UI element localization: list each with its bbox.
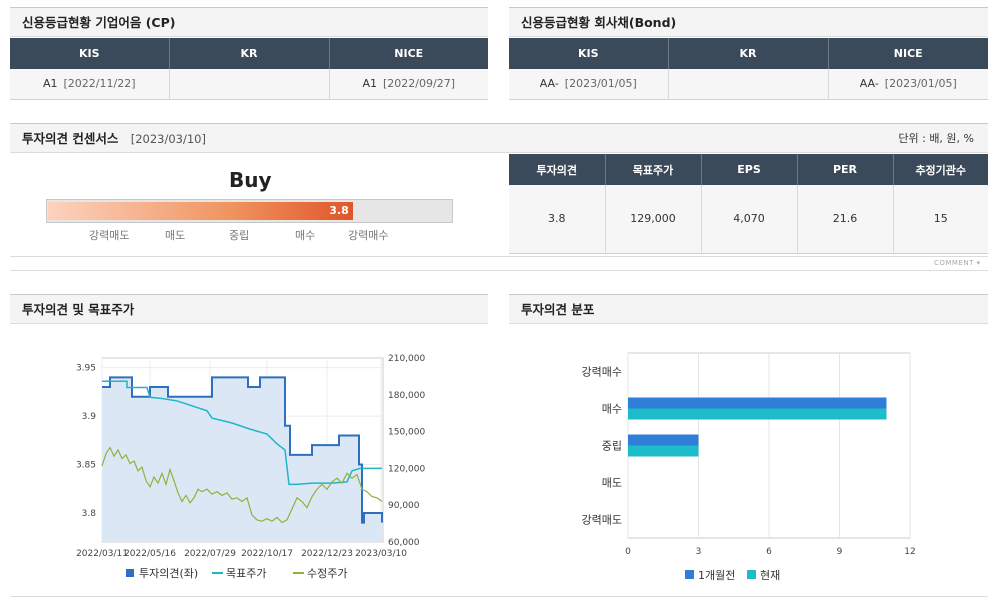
bond-kr-cell (668, 69, 829, 100)
legend-swatch-opinion (126, 569, 134, 577)
x-tick-label: 2023/03/10 (355, 549, 407, 559)
cp-title: 신용등급현황 기업어음 (CP) (22, 15, 176, 30)
scale-neutral: 중립 (229, 229, 250, 242)
table-row: AA- [2023/01/05] AA- [2023/01/05] (509, 69, 988, 100)
bond-rating-table: KIS KR NICE AA- [2023/01/05] AA- [2023/01/… (509, 38, 988, 100)
y-left-tick-label: 3.9 (82, 412, 97, 422)
chart1-title: 투자의견 및 목표주가 (22, 302, 135, 317)
table-header-row: KIS KR NICE (509, 38, 988, 69)
col-per: PER (797, 154, 894, 185)
bar (628, 408, 887, 420)
divider (10, 596, 988, 597)
bond-panel-title: 신용등급현황 회사채(Bond) (509, 7, 988, 37)
category-label: 강력매도 (582, 514, 622, 527)
category-label: 매수 (602, 403, 622, 416)
divider (10, 270, 988, 271)
y-right-tick-label: 120,000 (388, 464, 425, 474)
col-target-price: 목표주가 (605, 154, 702, 185)
consensus-table: 투자의견 목표주가 EPS PER 추정기관수 3.8 129,000 4,07… (509, 154, 988, 254)
unit-label: 단위 : 배, 원, % (898, 132, 974, 145)
cp-rating-table: KIS KR NICE A1 [2022/11/22] A1 [2022/09/27… (10, 38, 488, 100)
bar (628, 434, 699, 446)
y-left-tick-label: 3.95 (76, 364, 96, 374)
table-header-row: KIS KR NICE (10, 38, 488, 69)
legend-label-opinion: 투자의견(좌) (139, 567, 198, 580)
y-right-tick-label: 90,000 (388, 501, 420, 511)
bond-title: 신용등급현황 회사채(Bond) (521, 15, 677, 30)
per-value: 21.6 (797, 185, 894, 254)
col-opinion: 투자의견 (509, 154, 606, 185)
y-right-tick-label: 60,000 (388, 538, 420, 548)
scale-strong-sell: 강력매도 (89, 229, 130, 242)
col-nice: NICE (828, 38, 988, 69)
x-tick-label: 6 (766, 547, 772, 557)
opinion-area (102, 377, 382, 542)
opinion-value: 3.8 (509, 185, 606, 254)
x-tick-label: 2022/07/29 (184, 549, 236, 559)
table-row: A1 [2022/11/22] A1 [2022/09/27] (10, 69, 488, 100)
col-institutions: 추정기관수 (893, 154, 988, 185)
category-label: 강력매수 (582, 366, 622, 379)
opinion-distribution-panel-title: 투자의견 분포 (509, 294, 988, 324)
x-tick-label: 2022/12/23 (301, 549, 353, 559)
y-right-tick-label: 150,000 (388, 428, 425, 438)
gauge-fill: 3.8 (48, 202, 353, 220)
scale-strong-buy: 강력매수 (348, 229, 389, 242)
y-left-tick-label: 3.85 (76, 461, 96, 471)
legend-label: 현재 (760, 569, 780, 582)
target-price-value: 129,000 (605, 185, 702, 254)
col-eps: EPS (701, 154, 798, 185)
gauge-score: 3.8 (329, 204, 349, 217)
x-tick-label: 2022/10/17 (241, 549, 293, 559)
bar (628, 445, 699, 457)
col-kis: KIS (509, 38, 669, 69)
bond-kis-cell: AA- [2023/01/05] (509, 69, 669, 100)
x-tick-label: 2022/03/11 (76, 549, 128, 559)
x-tick-label: 2022/05/16 (124, 549, 176, 559)
x-tick-label: 12 (904, 547, 915, 557)
institutions-value: 15 (893, 185, 988, 254)
scale-sell: 매도 (165, 229, 186, 242)
consensus-date: [2023/03/10] (130, 132, 206, 146)
cp-nice-cell: A1 [2022/09/27] (329, 69, 488, 100)
legend-swatch (747, 570, 756, 579)
col-kr: KR (169, 38, 330, 69)
consensus-title: 투자의견 컨센서스 (22, 131, 119, 146)
col-nice: NICE (329, 38, 488, 69)
category-label: 중립 (602, 440, 622, 453)
x-tick-label: 3 (696, 547, 702, 557)
consensus-panel-title: 투자의견 컨센서스 [2023/03/10] 단위 : 배, 원, % (10, 123, 988, 153)
table-header-row: 투자의견 목표주가 EPS PER 추정기관수 (509, 154, 988, 185)
comment-toggle[interactable]: COMMENT ▾ (934, 259, 981, 267)
series-line-adjusted-price (101, 446, 383, 524)
table-row: 3.8 129,000 4,070 21.6 15 (509, 185, 988, 254)
bond-nice-cell: AA- [2023/01/05] (828, 69, 988, 100)
legend-swatch (685, 570, 694, 579)
opinion-label: Buy (229, 168, 272, 192)
x-tick-label: 9 (837, 547, 843, 557)
opinion-gauge: 3.8 (46, 199, 453, 223)
scale-buy: 매수 (295, 229, 316, 242)
legend-label-target: 목표주가 (226, 567, 266, 580)
y-right-tick-label: 180,000 (388, 391, 425, 401)
eps-value: 4,070 (701, 185, 798, 254)
col-kis: KIS (10, 38, 170, 69)
category-label: 매도 (602, 477, 622, 490)
opinion-target-panel-title: 투자의견 및 목표주가 (10, 294, 488, 324)
y-right-tick-label: 210,000 (388, 354, 425, 364)
series-line-target-price (102, 380, 382, 486)
divider (10, 256, 988, 257)
x-tick-label: 0 (625, 547, 631, 557)
chart2-title: 투자의견 분포 (521, 302, 595, 317)
opinion-target-price-chart: 3.95 3.9 3.85 3.8 210,000 180,000 150,000 120,0… (76, 354, 426, 580)
bar (628, 397, 887, 409)
legend-label: 1개월전 (698, 569, 735, 582)
y-left-tick-label: 3.8 (82, 509, 97, 519)
legend-label-price: 수정주가 (307, 567, 347, 580)
cp-kr-cell (169, 69, 330, 100)
cp-kis-cell: A1 [2022/11/22] (10, 69, 170, 100)
col-kr: KR (668, 38, 829, 69)
cp-panel-title: 신용등급현황 기업어음 (CP) (10, 7, 488, 37)
